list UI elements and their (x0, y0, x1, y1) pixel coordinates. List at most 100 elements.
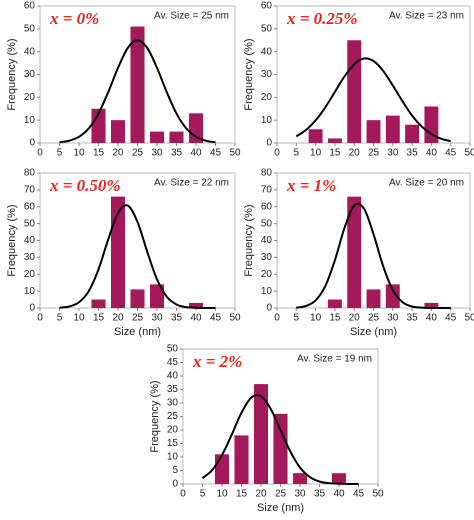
bar (347, 196, 362, 308)
bar (169, 131, 184, 143)
bar (366, 289, 381, 308)
y-tick-label: 40 (167, 371, 179, 382)
y-tick-label: 30 (24, 69, 36, 80)
x-tick-label: 15 (93, 148, 105, 159)
x-tick-label: 5 (57, 148, 63, 159)
bar (385, 284, 400, 308)
x-tick-label: 25 (132, 313, 144, 324)
y-tick-label: 80 (24, 168, 36, 179)
y-tick-label: 40 (261, 235, 273, 246)
bar (91, 108, 106, 143)
panel-label: x = 1% (286, 176, 336, 195)
x-tick-label: 35 (171, 313, 183, 324)
x-tick-label: 50 (229, 148, 241, 159)
x-tick-label: 0 (274, 148, 280, 159)
y-tick-label: 0 (266, 138, 272, 149)
y-tick-label: 30 (167, 398, 179, 409)
y-tick-label: 60 (24, 201, 36, 212)
x-tick-label: 10 (310, 313, 322, 324)
fit-curve (295, 57, 451, 143)
y-tick-label: 15 (167, 438, 179, 449)
annotation: Av. Size = 23 nm (389, 11, 464, 22)
x-tick-label: 0 (274, 313, 280, 324)
x-tick-label: 50 (229, 313, 241, 324)
y-tick-label: 40 (24, 235, 36, 246)
bar (234, 435, 249, 484)
x-tick-label: 10 (310, 148, 322, 159)
y-tick-label: 25 (167, 411, 179, 422)
x-tick-label: 40 (190, 313, 202, 324)
y-tick-label: 40 (24, 46, 36, 57)
x-tick-label: 15 (236, 489, 248, 500)
y-tick-label: 20 (261, 269, 273, 280)
y-tick-label: 45 (167, 357, 179, 368)
y-axis-label: Frequency (%) (149, 380, 161, 452)
bar (130, 289, 145, 308)
y-tick-label: 50 (24, 23, 36, 34)
x-tick-label: 45 (353, 489, 365, 500)
fit-curve (296, 202, 451, 310)
fit-curve (59, 39, 216, 144)
y-tick-label: 30 (261, 69, 273, 80)
x-tick-label: 5 (294, 148, 300, 159)
panel-label: x = 0% (49, 9, 99, 28)
y-tick-label: 10 (261, 286, 273, 297)
bar (149, 284, 165, 308)
x-tick-label: 50 (464, 313, 474, 324)
bar (253, 384, 269, 484)
y-axis-label: Frequency (%) (6, 204, 18, 276)
x-tick-label: 30 (387, 313, 399, 324)
x-tick-label: 20 (349, 148, 361, 159)
bar (424, 302, 439, 308)
bar (273, 413, 288, 484)
fit-curve (201, 394, 359, 486)
x-tick-label: 25 (132, 148, 144, 159)
x-tick-label: 40 (426, 313, 438, 324)
annotation: Av. Size = 19 nm (297, 354, 372, 365)
bar (327, 299, 342, 308)
y-tick-label: 50 (261, 23, 273, 34)
bar (130, 26, 145, 143)
annotation: Av. Size = 20 nm (389, 178, 464, 189)
y-tick-label: 70 (24, 185, 36, 196)
y-tick-label: 80 (261, 168, 273, 179)
fit-curve (59, 204, 216, 310)
x-tick-label: 25 (368, 148, 380, 159)
x-tick-label: 10 (73, 148, 85, 159)
y-tick-label: 40 (261, 46, 273, 57)
x-tick-label: 10 (216, 489, 228, 500)
x-tick-label: 45 (445, 148, 457, 159)
y-tick-label: 10 (167, 452, 179, 463)
x-tick-label: 35 (314, 489, 326, 500)
y-tick-label: 0 (29, 303, 35, 314)
y-tick-label: 10 (24, 286, 36, 297)
bar (91, 299, 106, 308)
x-axis-label: Size (nm) (350, 326, 397, 338)
y-tick-label: 0 (266, 303, 272, 314)
x-tick-label: 50 (372, 489, 384, 500)
bar (188, 302, 204, 308)
x-tick-label: 50 (464, 148, 474, 159)
x-tick-label: 5 (57, 313, 63, 324)
x-tick-label: 30 (151, 313, 163, 324)
bar (110, 196, 126, 308)
y-tick-label: 0 (172, 479, 178, 490)
bar (347, 40, 362, 143)
annotation: Av. Size = 22 nm (154, 178, 229, 189)
x-tick-label: 15 (329, 313, 341, 324)
y-axis-label: Frequency (%) (243, 204, 255, 276)
y-tick-label: 20 (261, 92, 273, 103)
y-tick-label: 20 (24, 92, 36, 103)
x-tick-label: 35 (171, 148, 183, 159)
x-tick-label: 30 (151, 148, 163, 159)
y-tick-label: 30 (24, 252, 36, 263)
bar (292, 473, 308, 484)
x-tick-label: 20 (255, 489, 267, 500)
x-tick-label: 45 (210, 313, 222, 324)
x-tick-label: 0 (180, 489, 186, 500)
x-tick-label: 30 (387, 148, 399, 159)
bar (366, 120, 381, 143)
y-tick-label: 60 (24, 1, 36, 12)
x-tick-label: 40 (190, 148, 202, 159)
